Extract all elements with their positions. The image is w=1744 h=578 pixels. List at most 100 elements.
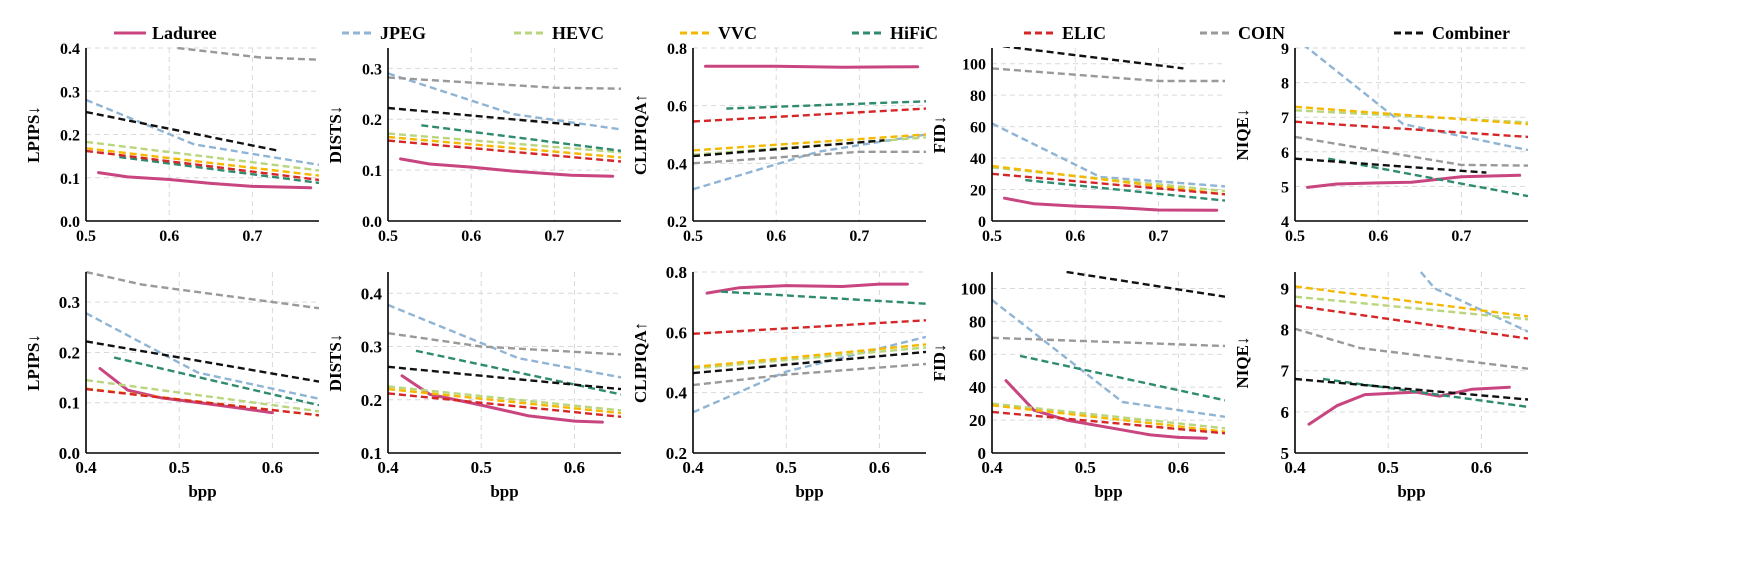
grid bbox=[388, 272, 621, 453]
x-tick-label: 0.6 bbox=[461, 228, 481, 245]
y-tick-label: 0.4 bbox=[666, 384, 688, 403]
chart-panel-1: 0.0 0.1 0.2 0.3 0.4 0.5 0.6 0.7 LPIPS↓ bbox=[24, 41, 319, 245]
chart-panel-2: 0.0 0.1 0.2 0.3 0.5 0.6 0.7 DISTS↓ bbox=[326, 48, 621, 245]
legend-label-coin: COIN bbox=[1238, 23, 1285, 43]
x-tick-label: 0.5 bbox=[1075, 458, 1096, 477]
series-line-coin bbox=[992, 336, 1225, 348]
series-line-hific bbox=[119, 155, 319, 185]
x-tick-label: 0.7 bbox=[242, 228, 262, 245]
x-tick-label: 0.6 bbox=[262, 458, 283, 477]
series-line-vvc bbox=[1295, 105, 1528, 126]
x-tick-label: 0.5 bbox=[471, 458, 492, 477]
series-line-elic bbox=[1295, 304, 1528, 340]
chart-panel-5: 4 5 6 7 8 9 0.5 0.6 0.7 NIQE↓ bbox=[1233, 41, 1528, 245]
legend: Laduree JPEG HEVC VVC HiFiC ELIC COIN Combiner bbox=[114, 23, 1510, 43]
series-line-hific bbox=[720, 290, 926, 305]
x-axis-label: bpp bbox=[188, 482, 216, 501]
series-line-elic bbox=[388, 392, 621, 418]
series-group bbox=[992, 47, 1225, 212]
legend-item-vvc: VVC bbox=[680, 23, 757, 43]
y-tick-label: 100 bbox=[962, 57, 986, 74]
x-tick-label: 0.7 bbox=[849, 228, 869, 245]
y-axis-label: LPIPS↓ bbox=[24, 106, 43, 163]
x-tick-label: 0.6 bbox=[1471, 458, 1492, 477]
grid bbox=[86, 47, 319, 221]
x-tick-label: 0.5 bbox=[169, 458, 190, 477]
legend-item-combiner: Combiner bbox=[1394, 23, 1510, 43]
x-tick-label: 0.5 bbox=[1285, 228, 1305, 245]
series-line-combiner bbox=[693, 139, 885, 158]
x-axis-label: bpp bbox=[1094, 482, 1122, 501]
series-line-laduree bbox=[98, 367, 274, 415]
series-line-coin bbox=[1295, 135, 1528, 167]
y-axis-label: DISTS↓ bbox=[326, 106, 345, 164]
y-tick-label: 40 bbox=[970, 151, 986, 168]
legend-label-elic: ELIC bbox=[1062, 23, 1106, 43]
series-line-coin bbox=[86, 271, 319, 310]
series-line-vvc bbox=[992, 164, 1225, 196]
grid bbox=[86, 272, 319, 453]
y-tick-label: 40 bbox=[969, 378, 986, 397]
series-line-laduree bbox=[1307, 385, 1511, 426]
series-group bbox=[86, 271, 319, 417]
series-line-elic bbox=[693, 107, 926, 123]
x-tick-label: 0.4 bbox=[75, 458, 97, 477]
series-line-combiner bbox=[388, 106, 580, 127]
series-line-vvc bbox=[86, 147, 319, 177]
y-tick-label: 0.0 bbox=[362, 214, 382, 231]
series-line-hevc bbox=[86, 140, 319, 172]
y-tick-label: 9 bbox=[1281, 41, 1289, 58]
series-line-hevc bbox=[992, 402, 1225, 430]
series-line-hevc bbox=[693, 346, 926, 370]
y-tick-label: 20 bbox=[970, 183, 986, 200]
y-axis-label: FID↓ bbox=[930, 344, 949, 382]
series-group bbox=[693, 64, 926, 191]
x-tick-label: 0.6 bbox=[1065, 228, 1085, 245]
series-line-combiner bbox=[86, 340, 319, 383]
x-tick-label: 0.6 bbox=[766, 228, 786, 245]
series-line-combiner bbox=[388, 365, 621, 391]
series-line-laduree bbox=[1003, 196, 1219, 212]
series-line-coin bbox=[693, 362, 926, 387]
y-tick-label: 0.6 bbox=[666, 323, 687, 342]
y-tick-label: 0.2 bbox=[667, 214, 687, 231]
y-tick-label: 20 bbox=[969, 411, 986, 430]
chart-panel-10: 5 6 7 8 9 0.4 0.5 0.6 NIQE↓ bpp bbox=[1233, 271, 1528, 501]
series-line-jpeg bbox=[1419, 271, 1528, 333]
series-line-hific bbox=[1019, 354, 1225, 402]
y-axis-label: CLIPIQA↑ bbox=[631, 322, 650, 403]
y-tick-label: 0.2 bbox=[59, 343, 80, 362]
x-tick-label: 0.7 bbox=[544, 228, 564, 245]
y-axis-label: FID↓ bbox=[930, 116, 949, 154]
series-line-laduree bbox=[705, 282, 909, 295]
chart-panel-6: 0.0 0.1 0.2 0.3 0.4 0.5 0.6 LPIPS↓ bpp bbox=[24, 271, 319, 501]
series-line-laduree bbox=[1004, 379, 1208, 440]
series-line-coin bbox=[992, 67, 1225, 83]
series-line-elic bbox=[388, 139, 621, 163]
x-tick-label: 0.5 bbox=[1378, 458, 1399, 477]
series-group bbox=[388, 72, 621, 178]
series-line-coin bbox=[177, 47, 319, 61]
series-line-jpeg bbox=[388, 303, 621, 379]
x-axis-label: bpp bbox=[795, 482, 823, 501]
y-tick-label: 0.6 bbox=[667, 99, 687, 116]
series-line-laduree bbox=[1306, 173, 1522, 189]
y-tick-label: 80 bbox=[970, 88, 986, 105]
series-line-combiner bbox=[1295, 377, 1528, 401]
series-line-laduree bbox=[704, 64, 920, 69]
legend-item-coin: COIN bbox=[1200, 23, 1285, 43]
x-tick-label: 0.7 bbox=[1148, 228, 1168, 245]
y-tick-label: 7 bbox=[1281, 362, 1290, 381]
y-tick-label: 8 bbox=[1281, 76, 1289, 93]
y-tick-label: 80 bbox=[969, 312, 986, 331]
y-tick-label: 0.3 bbox=[60, 84, 80, 101]
series-line-vvc bbox=[693, 343, 926, 369]
x-tick-label: 0.6 bbox=[869, 458, 890, 477]
y-tick-label: 4 bbox=[1281, 214, 1289, 231]
y-tick-label: 0.3 bbox=[362, 61, 382, 78]
y-tick-label: 7 bbox=[1281, 110, 1289, 127]
y-tick-label: 0.3 bbox=[59, 293, 80, 312]
series-line-coin bbox=[1295, 327, 1528, 370]
x-axis-label: bpp bbox=[490, 482, 518, 501]
